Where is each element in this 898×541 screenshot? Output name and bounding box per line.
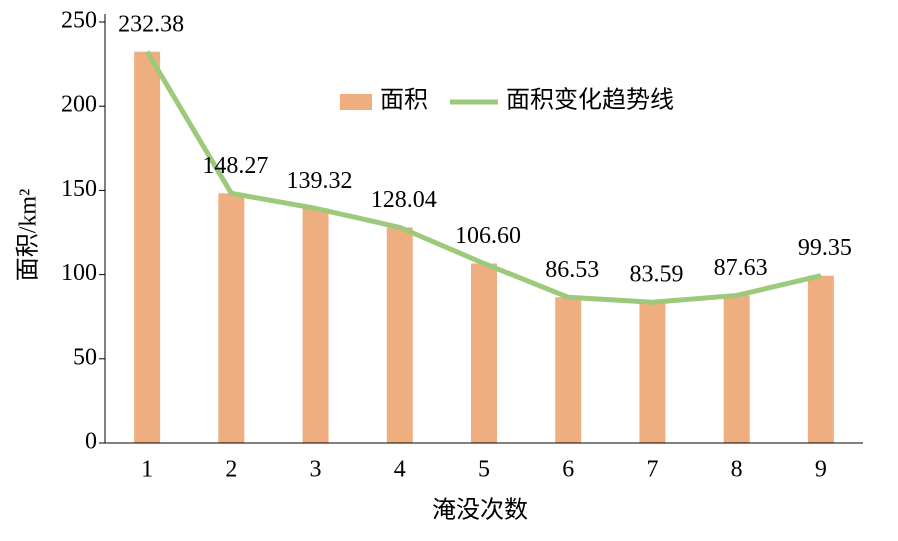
data-label: 99.35 (798, 235, 852, 261)
bar (386, 227, 413, 443)
y-tick-label: 250 (61, 8, 97, 34)
x-tick-label: 4 (394, 457, 406, 483)
legend-label: 面积 (380, 87, 428, 114)
data-label: 87.63 (714, 255, 768, 281)
legend-label: 面积变化趋势线 (506, 87, 674, 114)
bar (639, 302, 666, 443)
bar (555, 297, 582, 443)
x-tick-label: 3 (310, 457, 322, 483)
data-label: 83.59 (629, 262, 683, 288)
legend-swatch (340, 94, 372, 110)
x-tick-label: 8 (731, 457, 743, 483)
y-tick-label: 200 (61, 92, 97, 118)
trend-line (144, 50, 822, 305)
y-tick-label: 50 (73, 344, 97, 370)
data-label: 106.60 (455, 223, 521, 249)
y-tick-label: 100 (61, 260, 97, 286)
bar (807, 275, 834, 443)
x-tick-label: 9 (815, 457, 827, 483)
x-tick-label: 5 (478, 457, 490, 483)
bar (134, 51, 161, 443)
x-tick-label: 2 (225, 457, 237, 483)
y-axis-label: 面积/km² (15, 189, 42, 282)
bar (302, 208, 329, 443)
bar (218, 193, 245, 443)
data-label: 148.27 (202, 153, 268, 179)
x-axis-label: 淹没次数 (432, 497, 528, 524)
data-label: 128.04 (371, 187, 437, 213)
bar (723, 295, 750, 443)
x-tick-label: 1 (141, 457, 153, 483)
data-label: 139.32 (287, 168, 353, 194)
y-tick-label: 0 (85, 429, 97, 455)
bar (471, 263, 497, 443)
x-tick-label: 7 (646, 457, 658, 483)
data-label: 232.38 (118, 12, 184, 38)
data-label: 86.53 (545, 257, 599, 283)
x-tick-label: 6 (562, 457, 574, 483)
y-tick-label: 150 (61, 176, 97, 202)
